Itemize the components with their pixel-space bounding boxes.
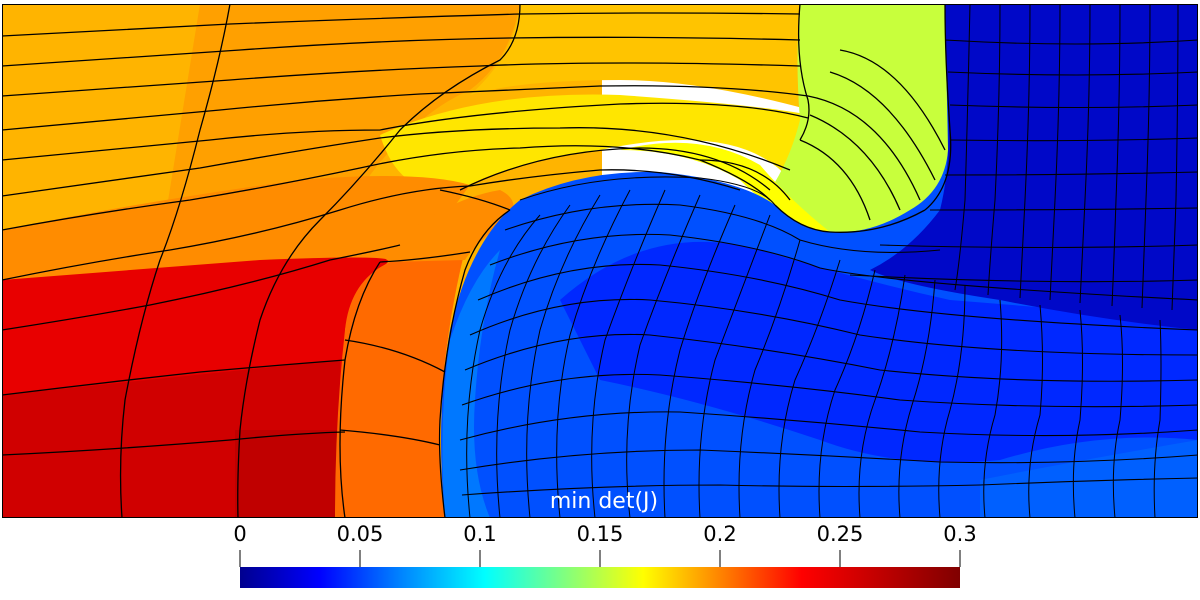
colorbar-title: min det(J) <box>550 489 658 514</box>
colorbar-tick-label-5: 0.25 <box>817 522 864 546</box>
colorbar-tick-label-2: 0.1 <box>463 522 496 546</box>
colorbar-ticks <box>239 550 961 567</box>
region-deep-blue <box>560 241 1198 463</box>
region-dark-red-corner <box>235 430 340 518</box>
region-top-center <box>470 4 810 110</box>
mesh-edges <box>2 4 952 518</box>
blue-mesh-radial-edges <box>466 4 1179 518</box>
colorbar-tick-label-3: 0.15 <box>577 522 624 546</box>
mesh-plot <box>2 4 1198 518</box>
colorbar-tick-label-6: 0.3 <box>943 522 976 546</box>
region-dark-blue-right <box>870 4 1198 330</box>
region-yellow-band <box>380 94 810 192</box>
region-orange-top-column <box>380 190 514 262</box>
region-blue-bottom-right <box>980 440 1198 518</box>
colorbar-tick-labels: 0 0.05 0.1 0.15 0.2 0.25 0.3 <box>233 522 976 546</box>
colorbar-tick-label-0: 0 <box>233 522 246 546</box>
colorbar: min det(J) 0 0.05 0.1 0.15 0.2 0.25 0.3 <box>233 489 977 588</box>
colorbar-tick-label-1: 0.05 <box>337 522 384 546</box>
colorbar-gradient <box>240 567 960 588</box>
region-orange-column <box>335 250 465 518</box>
colorbar-tick-label-4: 0.2 <box>703 522 736 546</box>
